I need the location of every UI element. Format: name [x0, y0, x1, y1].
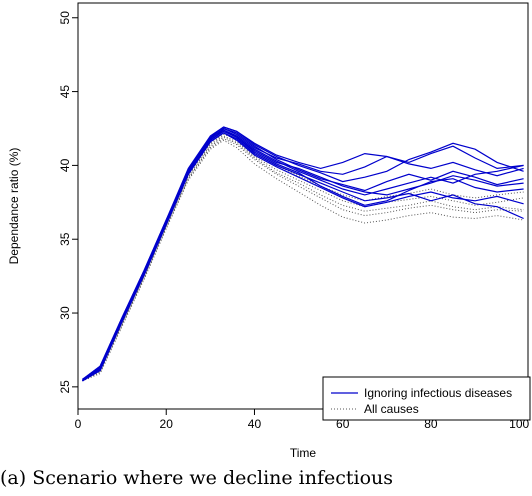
series-line-ignoring	[82, 126, 524, 380]
series-line-ignoring	[82, 130, 524, 382]
y-tick-label: 45	[58, 85, 72, 99]
figure-caption: (a) Scenario where we decline infectious	[0, 467, 394, 489]
x-tick-label: 40	[248, 417, 262, 431]
legend-box	[322, 376, 531, 421]
y-tick-label: 40	[58, 158, 72, 172]
series-line-all-causes	[82, 139, 524, 382]
series-group	[82, 126, 524, 382]
y-tick-label: 30	[58, 306, 72, 320]
series-line-all-causes	[82, 136, 524, 382]
y-tick-label: 50	[58, 11, 72, 25]
y-tick-label: 25	[58, 380, 72, 394]
y-axis: 25 30 35 40 45 50	[58, 11, 78, 394]
y-tick-label: 35	[58, 232, 72, 246]
legend: Ignoring infectious diseases All causes	[322, 376, 531, 421]
legend-label-ignoring: Ignoring infectious diseases	[364, 386, 512, 400]
series-line-ignoring	[82, 127, 524, 380]
legend-label-all-causes: All causes	[364, 402, 419, 416]
plot-frame	[77, 2, 529, 410]
y-axis-title: Dependance ratio (%)	[7, 148, 21, 265]
x-axis-title: Time	[290, 446, 317, 460]
x-tick-label: 0	[75, 417, 82, 431]
series-line-ignoring	[82, 132, 524, 382]
x-tick-label: 20	[160, 417, 174, 431]
